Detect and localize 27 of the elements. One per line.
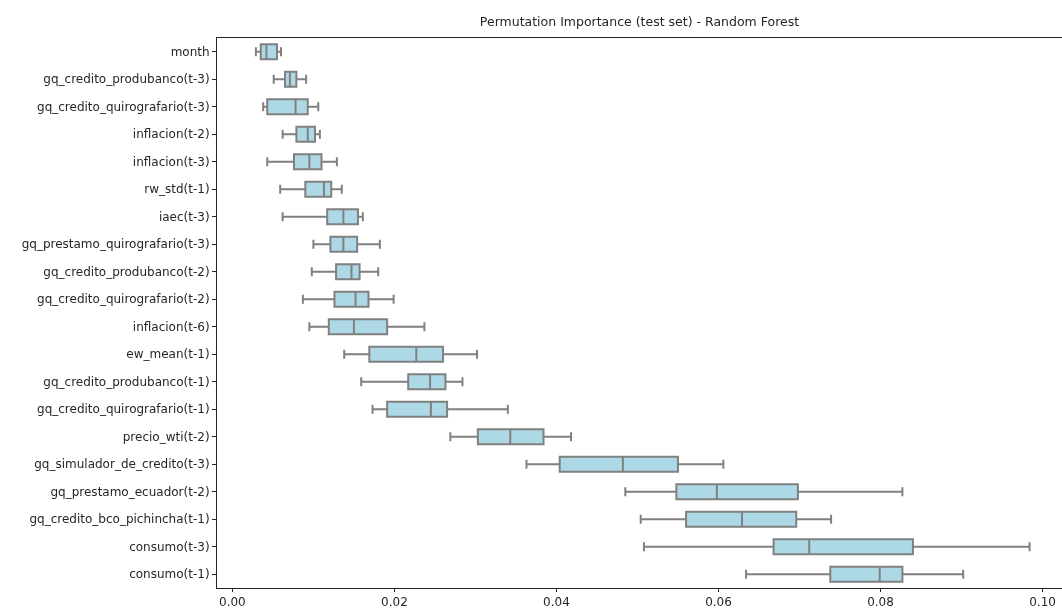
chart-title: Permutation Importance (test set) - Random Forest	[479, 14, 800, 30]
y-tick-label: gq_credito_produbanco(t-1)	[43, 374, 210, 389]
y-tick-label: inflacion(t-2)	[132, 127, 210, 142]
y-tick-label: gq_credito_quirografario(t-1)	[37, 402, 210, 417]
y-tick-label: gq_credito_produbanco(t-2)	[43, 264, 210, 279]
y-tick-label: consumo(t-3)	[129, 539, 210, 554]
x-tick-label: 0.04	[543, 595, 570, 609]
y-tick-label: gq_prestamo_quirografario(t-3)	[21, 237, 210, 252]
y-tick-label: consumo(t-1)	[129, 567, 210, 582]
y-tick-label: gq_credito_quirografario(t-3)	[37, 99, 210, 114]
y-tick-label: iaec(t-3)	[158, 209, 210, 224]
y-tick-label: month	[170, 44, 210, 59]
y-tick-label: rw_std(t-1)	[144, 182, 210, 197]
y-tick-label: gq_credito_quirografario(t-2)	[37, 292, 210, 307]
x-tick-label: 0.00	[219, 595, 246, 609]
y-tick-label: gq_prestamo_ecuador(t-2)	[50, 484, 210, 499]
x-tick-label: 0.02	[381, 595, 408, 609]
x-tick-label: 0.06	[705, 595, 732, 609]
y-tick-label: inflacion(t-3)	[132, 154, 210, 169]
x-tick-label: 0.10	[1029, 595, 1056, 609]
y-tick-label: gq_simulador_de_credito(t-3)	[34, 457, 210, 472]
y-tick-label: gq_credito_bco_pichincha(t-1)	[29, 512, 210, 527]
x-tick-label: 0.08	[867, 595, 894, 609]
y-tick-label: gq_credito_produbanco(t-3)	[43, 72, 210, 87]
y-tick-label: precio_wti(t-2)	[122, 429, 210, 444]
y-tick-label: ew_mean(t-1)	[126, 347, 210, 362]
y-tick-label: inflacion(t-6)	[132, 319, 210, 334]
